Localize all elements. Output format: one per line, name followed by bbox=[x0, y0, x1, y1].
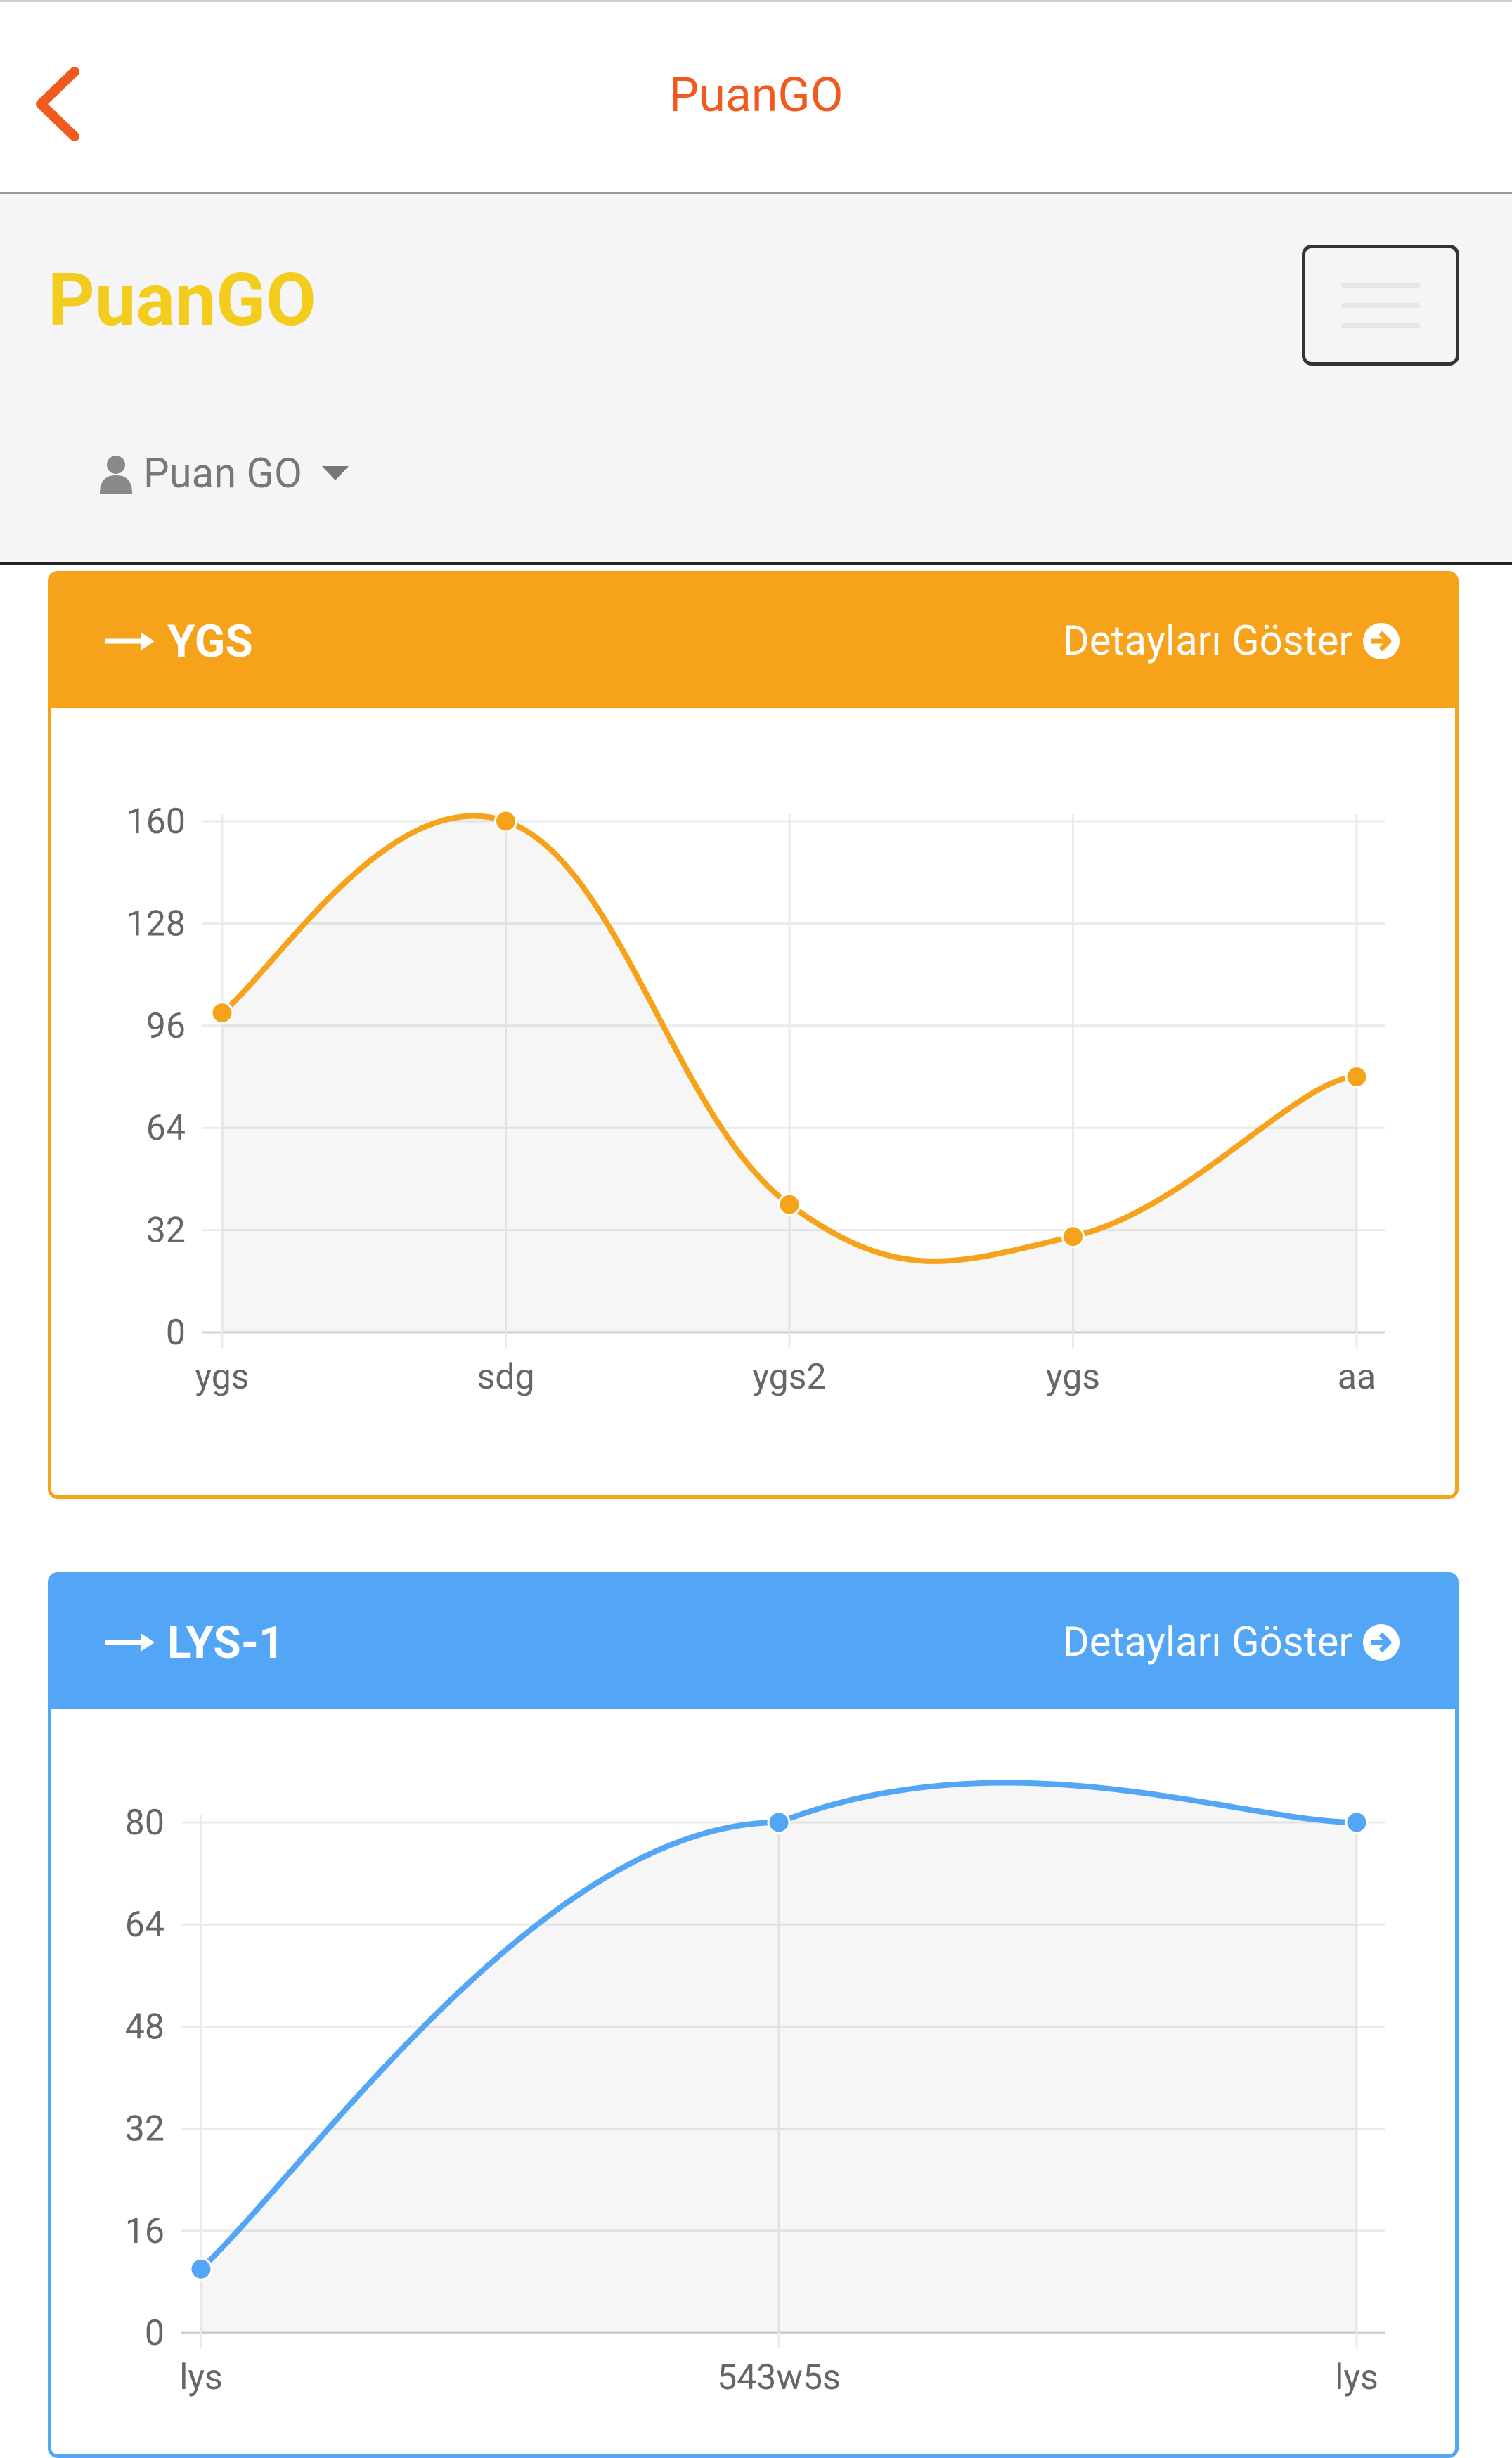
x-tick-label: sdg bbox=[477, 1357, 534, 1398]
user-icon bbox=[98, 454, 134, 494]
x-tick-label: aa bbox=[1338, 1357, 1376, 1398]
y-tick-label: 0 bbox=[166, 1313, 186, 1353]
y-tick-label: 64 bbox=[125, 1905, 164, 1945]
chevron-left-icon bbox=[36, 67, 79, 141]
panel-title: LYS-1 bbox=[104, 1616, 285, 1669]
ygs-line-chart: 0 32 64 96 128 160 ygs sdg ygs2 ygs aa bbox=[127, 802, 1385, 1398]
y-tick-label: 32 bbox=[125, 2109, 164, 2150]
hamburger-bar bbox=[1341, 323, 1420, 328]
show-details-label: Detayları Göster bbox=[1062, 1619, 1352, 1666]
circle-arrow-right-icon bbox=[1362, 1623, 1400, 1661]
app-title: PuanGO bbox=[668, 67, 844, 123]
data-point bbox=[189, 2257, 213, 2281]
show-details-link[interactable]: Detayları Göster bbox=[1063, 1619, 1400, 1666]
show-details-label: Detayları Göster bbox=[1062, 617, 1352, 665]
data-point bbox=[767, 1810, 791, 1834]
panel-title-text: LYS-1 bbox=[167, 1616, 285, 1669]
back-button[interactable] bbox=[21, 58, 91, 150]
menu-toggle-button[interactable] bbox=[1302, 245, 1459, 366]
data-point bbox=[777, 1192, 801, 1216]
panel-title-text: YGS bbox=[167, 614, 253, 668]
data-point bbox=[210, 1001, 234, 1025]
x-tick-label: ygs bbox=[1046, 1357, 1100, 1398]
site-navbar: PuanGO Puan GO bbox=[0, 194, 1512, 565]
lys-chart-area: 0 16 32 48 64 80 lys 543w5s lys bbox=[51, 1709, 1455, 2454]
y-tick-label: 128 bbox=[127, 903, 186, 944]
y-tick-label: 64 bbox=[146, 1108, 186, 1149]
data-point bbox=[1061, 1225, 1085, 1249]
x-tick-label: ygs2 bbox=[752, 1357, 826, 1398]
y-tick-label: 160 bbox=[127, 802, 186, 842]
y-tick-label: 80 bbox=[125, 1803, 164, 1844]
y-tick-label: 0 bbox=[145, 2313, 164, 2354]
panel-header: YGS Detayları Göster bbox=[51, 574, 1455, 708]
hamburger-bar bbox=[1341, 302, 1420, 308]
panel-ygs: YGS Detayları Göster 0 32 64 96 128 160 ygs sdg… bbox=[48, 571, 1459, 1499]
user-name: Puan GO bbox=[143, 450, 302, 498]
user-dropdown[interactable]: Puan GO bbox=[98, 446, 349, 502]
show-details-link[interactable]: Detayları Göster bbox=[1063, 617, 1400, 665]
data-point bbox=[494, 809, 517, 833]
series-line bbox=[220, 813, 1357, 1264]
series-line bbox=[199, 1780, 1357, 2272]
arrow-right-icon bbox=[104, 1630, 155, 1654]
panel-header: LYS-1 Detayları Göster bbox=[51, 1576, 1455, 1709]
x-tick-label: lys bbox=[179, 2357, 223, 2398]
y-tick-label: 96 bbox=[146, 1006, 186, 1047]
caret-down-icon bbox=[321, 466, 349, 482]
x-tick-label: lys bbox=[1335, 2357, 1378, 2398]
arrow-right-icon bbox=[104, 629, 155, 653]
y-tick-label: 16 bbox=[125, 2211, 164, 2252]
panel-title: YGS bbox=[104, 615, 253, 668]
brand-logo[interactable]: PuanGO bbox=[48, 258, 316, 343]
x-tick-label: 543w5s bbox=[717, 2357, 841, 2398]
data-point bbox=[1345, 1065, 1369, 1088]
series-area bbox=[201, 1783, 1357, 2333]
lys-line-chart: 0 16 32 48 64 80 lys 543w5s lys bbox=[125, 1780, 1385, 2398]
ygs-chart-area: 0 32 64 96 128 160 ygs sdg ygs2 ygs aa bbox=[51, 708, 1455, 1495]
circle-arrow-right-icon bbox=[1362, 622, 1400, 660]
panel-lys-1: LYS-1 Detayları Göster 0 16 32 48 64 80 lys 543… bbox=[48, 1572, 1459, 2458]
y-tick-label: 32 bbox=[146, 1211, 186, 1251]
y-tick-label: 48 bbox=[125, 2007, 164, 2047]
hamburger-bar bbox=[1341, 282, 1420, 288]
app-bar: PuanGO bbox=[0, 0, 1512, 194]
x-tick-label: ygs bbox=[195, 1357, 249, 1398]
data-point bbox=[1345, 1810, 1369, 1834]
